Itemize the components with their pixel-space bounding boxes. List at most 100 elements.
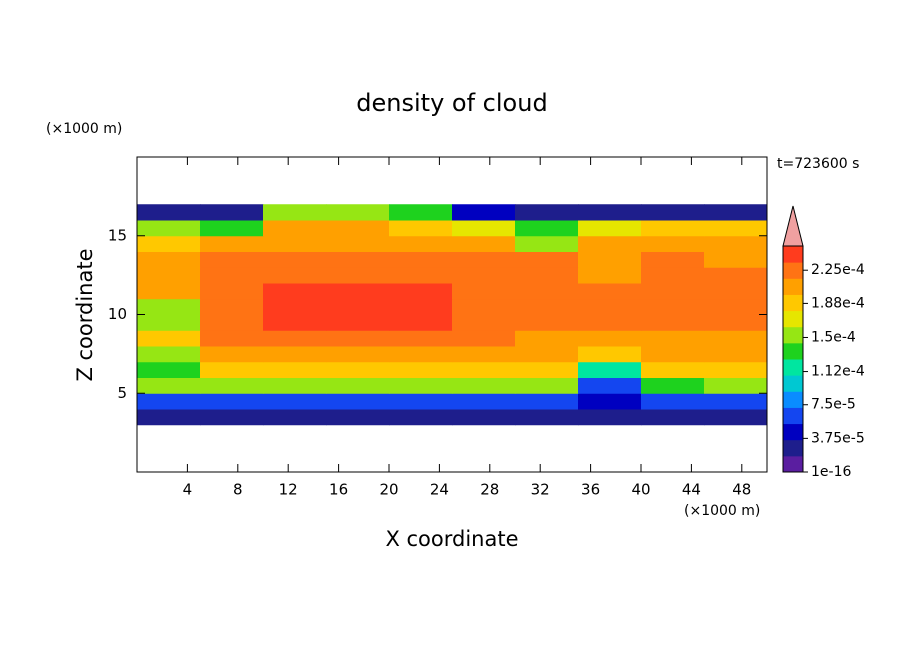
field-cell [200,251,264,268]
field-cell [137,220,201,237]
x-tick-label: 4 [183,481,193,499]
field-cell [326,267,390,284]
colorbar-tick-label: 2.25e-4 [811,262,865,278]
y-tick-label: 15 [108,226,127,244]
field-cell [515,393,579,410]
colorbar-band [783,310,803,328]
field-cell [326,298,390,315]
field-cell [515,409,579,426]
colorbar-band [783,326,803,344]
field-cell [515,251,579,268]
x-tick-label: 40 [631,481,650,499]
field-cell [515,377,579,394]
field-cell [452,220,516,237]
field-cell [641,251,705,268]
field-cell [641,377,705,394]
field-cell [137,361,201,378]
field-cell [200,346,264,363]
field-cell [326,314,390,331]
field-cell [452,330,516,347]
field-cell [515,361,579,378]
field-cell [137,346,201,363]
field-cell [641,409,705,426]
field-cell [389,283,453,300]
field-cell [704,346,768,363]
field-cell [515,346,579,363]
field-cell [704,361,768,378]
field-cell [263,377,327,394]
field-cell [263,283,327,300]
field-cell [200,330,264,347]
x-tick-label: 8 [233,481,243,499]
field-cell [326,361,390,378]
field-cell [263,361,327,378]
colorbar-tick-label: 3.75e-5 [811,430,865,446]
field-cell [452,314,516,331]
field-cell [704,314,768,331]
field-cell [578,220,642,237]
y-unit: (×1000 m) [46,121,122,137]
field-cell [326,204,390,221]
colorbar-band [783,455,803,473]
field-cell [200,220,264,237]
field-cell [641,330,705,347]
field-cell [578,298,642,315]
field-cell [704,330,768,347]
field-cell [578,377,642,394]
field-cell [578,346,642,363]
field-cell [389,314,453,331]
field-cell [452,361,516,378]
field-cell [578,361,642,378]
colorbar-tick-label: 1e-16 [811,464,851,480]
x-tick-label: 28 [480,481,499,499]
field-cell [515,283,579,300]
field-cell [515,267,579,284]
field-cell [389,298,453,315]
field-cell [578,393,642,410]
field-cell [452,204,516,221]
field-cell [452,235,516,252]
field-cell [137,298,201,315]
field-cell [704,220,768,237]
field-cell [515,330,579,347]
field-cell [263,409,327,426]
field-cell [452,393,516,410]
field-cell [515,298,579,315]
field-cell [326,283,390,300]
field-cell [200,283,264,300]
field-cell [389,377,453,394]
field-cell [263,235,327,252]
y-axis-label: Z coordinate [73,248,97,381]
field-cell [389,204,453,221]
field-cell [326,220,390,237]
field-cell [641,235,705,252]
field-cell [389,251,453,268]
field-cell [452,298,516,315]
colorbar-frame [782,245,804,473]
field-cell [704,283,768,300]
field-cell [389,361,453,378]
colorbar-band [783,342,803,360]
colorbar-band [783,278,803,295]
field-cell [200,377,264,394]
field-cell [578,330,642,347]
x-tick-label: 20 [379,481,398,499]
field-cell [263,314,327,331]
field-cell [137,393,201,410]
x-tick-label: 44 [682,481,701,499]
chart-title: density of cloud [356,89,547,117]
field-cell [578,204,642,221]
field-cell [704,204,768,221]
colorbar-tick-label: 1.88e-4 [811,295,865,311]
field-cell [641,361,705,378]
field-cell [452,346,516,363]
field-cell [200,361,264,378]
field-cell [578,409,642,426]
field-cell [641,267,705,284]
field-cell [200,409,264,426]
colorbar-tick-label: 7.5e-5 [811,397,856,413]
colorbar-band [783,423,803,441]
field [137,204,768,426]
colorbar-band [783,439,803,457]
